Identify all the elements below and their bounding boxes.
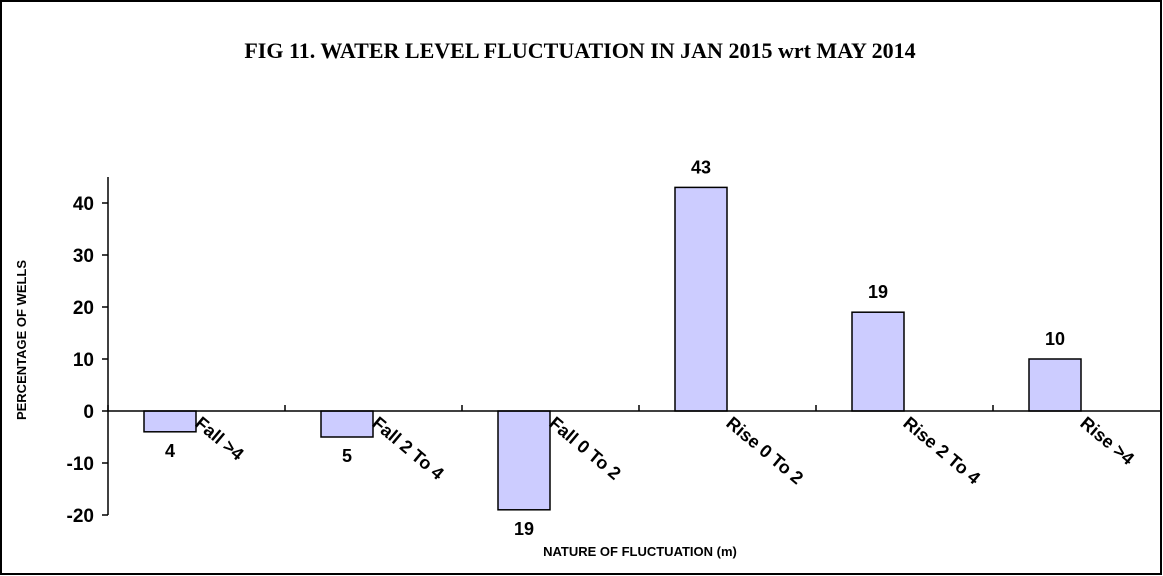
value-label: 5: [342, 446, 352, 466]
value-label: 19: [868, 282, 888, 302]
bar: [320, 410, 374, 438]
bar: [674, 186, 728, 412]
y-tick-label: 40: [73, 194, 94, 215]
bar: [851, 311, 905, 412]
y-tick-label: 10: [73, 350, 94, 371]
value-label: 4: [165, 441, 175, 461]
value-label: 43: [691, 157, 711, 177]
value-label: 19: [514, 519, 534, 539]
y-tick-label: -10: [67, 454, 94, 475]
x-axis-label: NATURE OF FLUCTUATION (m): [543, 544, 737, 559]
value-label: 10: [1045, 329, 1065, 349]
bar: [1028, 358, 1082, 412]
y-tick-label: 20: [73, 298, 94, 319]
y-tick-label: -20: [67, 506, 94, 527]
y-axis-label: PERCENTAGE OF WELLS: [14, 260, 29, 420]
bar: [143, 410, 197, 433]
bar: [497, 410, 551, 511]
y-tick-label: 30: [73, 246, 94, 267]
chart-title: FIG 11. WATER LEVEL FLUCTUATION IN JAN 2…: [244, 38, 915, 63]
y-tick-label: 0: [83, 402, 94, 423]
